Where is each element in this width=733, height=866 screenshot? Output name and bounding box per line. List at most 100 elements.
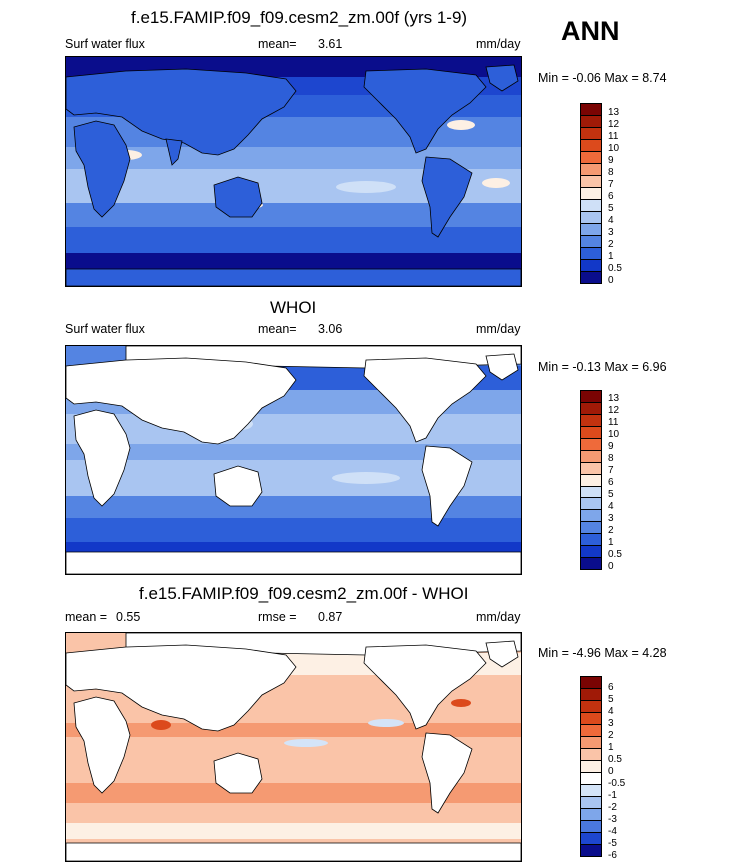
- colorbar-tick-label: 0.5: [608, 263, 622, 274]
- panel-2-map: [65, 345, 522, 575]
- eurasia-outline: [66, 68, 297, 156]
- subtropic-north-band: [66, 414, 521, 444]
- panel-2-swatch: [581, 462, 601, 475]
- season-label: ANN: [561, 16, 620, 46]
- panel-2-swatch: [581, 510, 601, 523]
- panel-3-swatch: [581, 749, 601, 761]
- panel-3-swatch: [581, 833, 601, 845]
- panel-1-swatch: [581, 140, 601, 152]
- panel-2-swatch: [581, 414, 601, 427]
- panel-2-swatch: [581, 534, 601, 547]
- tropic-band: [66, 444, 521, 460]
- greenland-outline: [485, 64, 519, 92]
- panel-2-swatch: [581, 391, 601, 403]
- panel-3-map-svg: [66, 633, 521, 861]
- africa-outline: [73, 696, 131, 794]
- panel-1-swatch: [581, 188, 601, 200]
- panel-1-minmax: Min = -0.06 Max = 8.74: [538, 71, 667, 85]
- colorbar-tick-label: 12: [608, 119, 620, 130]
- panel-3-map: [65, 632, 522, 862]
- panel-2-swatch: [581, 426, 601, 439]
- east-pacific-anomaly: [368, 719, 404, 727]
- panel-3-mean-value: 0.55: [116, 610, 141, 624]
- panel-1-swatch: [581, 104, 601, 116]
- south-pacific-patch: [336, 181, 396, 193]
- north-america-outline: [363, 644, 487, 730]
- colorbar-tick-label: 5: [608, 694, 614, 705]
- colorbar-tick-label: 6: [608, 477, 614, 488]
- colorbar-tick-label: 0: [608, 766, 614, 777]
- panel-1-swatch: [581, 200, 601, 212]
- panel-1-map: [65, 56, 522, 287]
- panel-1-colorbar: [580, 103, 602, 284]
- antarctica-outline: [66, 268, 521, 286]
- panel-3-mean-label: mean =: [65, 610, 108, 624]
- colorbar-tick-label: 6: [608, 191, 614, 202]
- panel-1-variable-label: Surf water flux: [65, 37, 145, 51]
- colorbar-tick-label: 5: [608, 203, 614, 214]
- panel-3-swatch: [581, 809, 601, 821]
- panel-2-swatch: [581, 522, 601, 535]
- africa-outline: [73, 409, 131, 507]
- colorbar-tick-label: 3: [608, 513, 614, 524]
- colorbar-tick-label: 13: [608, 107, 620, 118]
- panel-2-minmax: Min = -0.13 Max = 6.96: [538, 360, 667, 374]
- panel-2-mean-label: mean=: [258, 322, 297, 336]
- equatorial-pacific-anomaly: [284, 739, 328, 747]
- panel-2-swatch: [581, 474, 601, 487]
- colorbar-tick-label: 11: [608, 131, 619, 142]
- colorbar-tick-label: 0.5: [608, 549, 622, 560]
- colorbar-tick-label: 8: [608, 167, 614, 178]
- colorbar-tick-label: -0.5: [608, 778, 626, 789]
- panel-2-swatch: [581, 438, 601, 451]
- colorbar-tick-label: 0: [608, 561, 614, 572]
- colorbar-tick-label: 0: [608, 275, 614, 286]
- colorbar-tick-label: 10: [608, 143, 620, 154]
- gulf-stream-anomaly: [451, 699, 471, 707]
- colorbar-tick-label: 10: [608, 429, 620, 440]
- colorbar-tick-label: 12: [608, 405, 620, 416]
- colorbar-tick-label: -4: [608, 826, 617, 837]
- panel-2-swatch: [581, 498, 601, 511]
- panel-3-swatch: [581, 725, 601, 737]
- panel-1-swatch: [581, 236, 601, 248]
- colorbar-tick-label: 2: [608, 525, 614, 536]
- panel-3-rmse-label: rmse =: [258, 610, 297, 624]
- colorbar-tick-label: 5: [608, 489, 614, 500]
- colorbar-tick-label: 11: [608, 417, 619, 428]
- panel-2-swatch: [581, 558, 601, 570]
- colorbar-tick-label: 9: [608, 441, 614, 452]
- colorbar-tick-label: 3: [608, 718, 614, 729]
- south-america-outline: [421, 156, 473, 238]
- eurasia-outline: [66, 357, 297, 445]
- colorbar-tick-label: 4: [608, 215, 614, 226]
- panel-2-swatch: [581, 402, 601, 415]
- colorbar-tick-label: 7: [608, 465, 614, 476]
- greenland-outline: [485, 353, 519, 381]
- south-america-outline: [421, 445, 473, 527]
- panel-3-swatch: [581, 737, 601, 749]
- panel-3-swatch: [581, 701, 601, 713]
- north-america-outline: [363, 68, 487, 154]
- south-pacific-patch: [332, 472, 400, 484]
- colorbar-tick-label: 4: [608, 706, 614, 717]
- south-mid-band: [66, 783, 521, 803]
- india-outline: [165, 138, 183, 166]
- colorbar-tick-label: 2: [608, 239, 614, 250]
- south-high-band: [66, 518, 521, 542]
- south-high-band: [66, 823, 521, 839]
- colorbar-tick-label: -1: [608, 790, 617, 801]
- panel-2-title: WHOI: [270, 298, 317, 317]
- panel-1-swatch: [581, 152, 601, 164]
- panel-1-swatch: [581, 248, 601, 260]
- panel-1-swatch: [581, 116, 601, 128]
- colorbar-tick-label: 4: [608, 501, 614, 512]
- panel-1-mean-label: mean=: [258, 37, 297, 51]
- africa-outline: [73, 120, 131, 218]
- colorbar-tick-label: 0.5: [608, 754, 622, 765]
- colorbar-tick-label: 8: [608, 453, 614, 464]
- panel-1-swatch: [581, 212, 601, 224]
- colorbar-tick-label: 1: [608, 537, 614, 548]
- colorbar-tick-label: 1: [608, 251, 614, 262]
- australia-outline: [213, 465, 263, 507]
